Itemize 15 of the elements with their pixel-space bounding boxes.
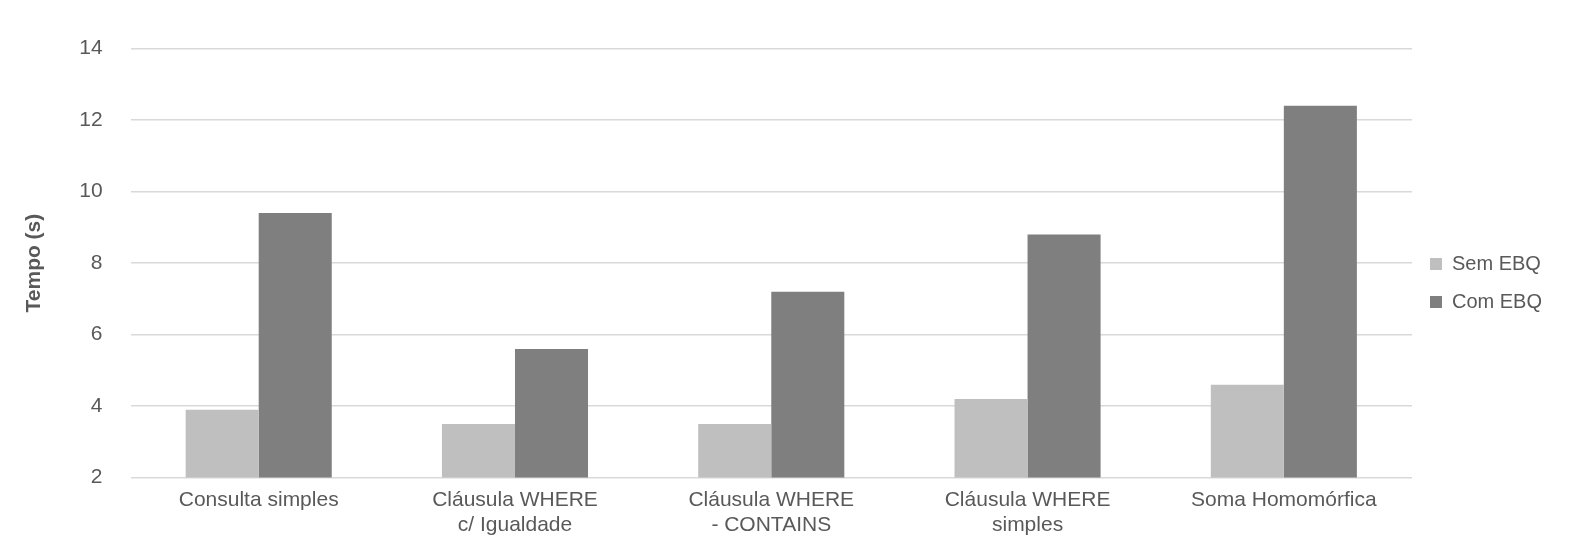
x-tick-label: Consulta simples	[178, 487, 339, 510]
y-tick-label: 12	[79, 106, 103, 130]
x-tick-label: Cláusula WHERE c/ Igualdade	[432, 487, 598, 536]
y-tick-label: 2	[90, 464, 103, 488]
y-tick-label: 6	[90, 321, 103, 345]
y-tick-label: 4	[90, 392, 103, 416]
y-tick-label: 10	[79, 178, 103, 202]
x-tick-label: Cláusula WHERE - CONTAINS	[688, 487, 855, 536]
y-tick-label: 14	[79, 35, 103, 59]
y-tick-label: 8	[90, 249, 103, 273]
legend-label: Com EBQ	[1451, 289, 1543, 312]
x-tick-label: Cláusula WHERE simples	[944, 487, 1111, 536]
legend-label: Sem EBQ	[1451, 251, 1541, 274]
y-axis-title: Tempo (s)	[21, 213, 45, 313]
x-tick-label: Soma Homomórfica	[1191, 487, 1377, 510]
